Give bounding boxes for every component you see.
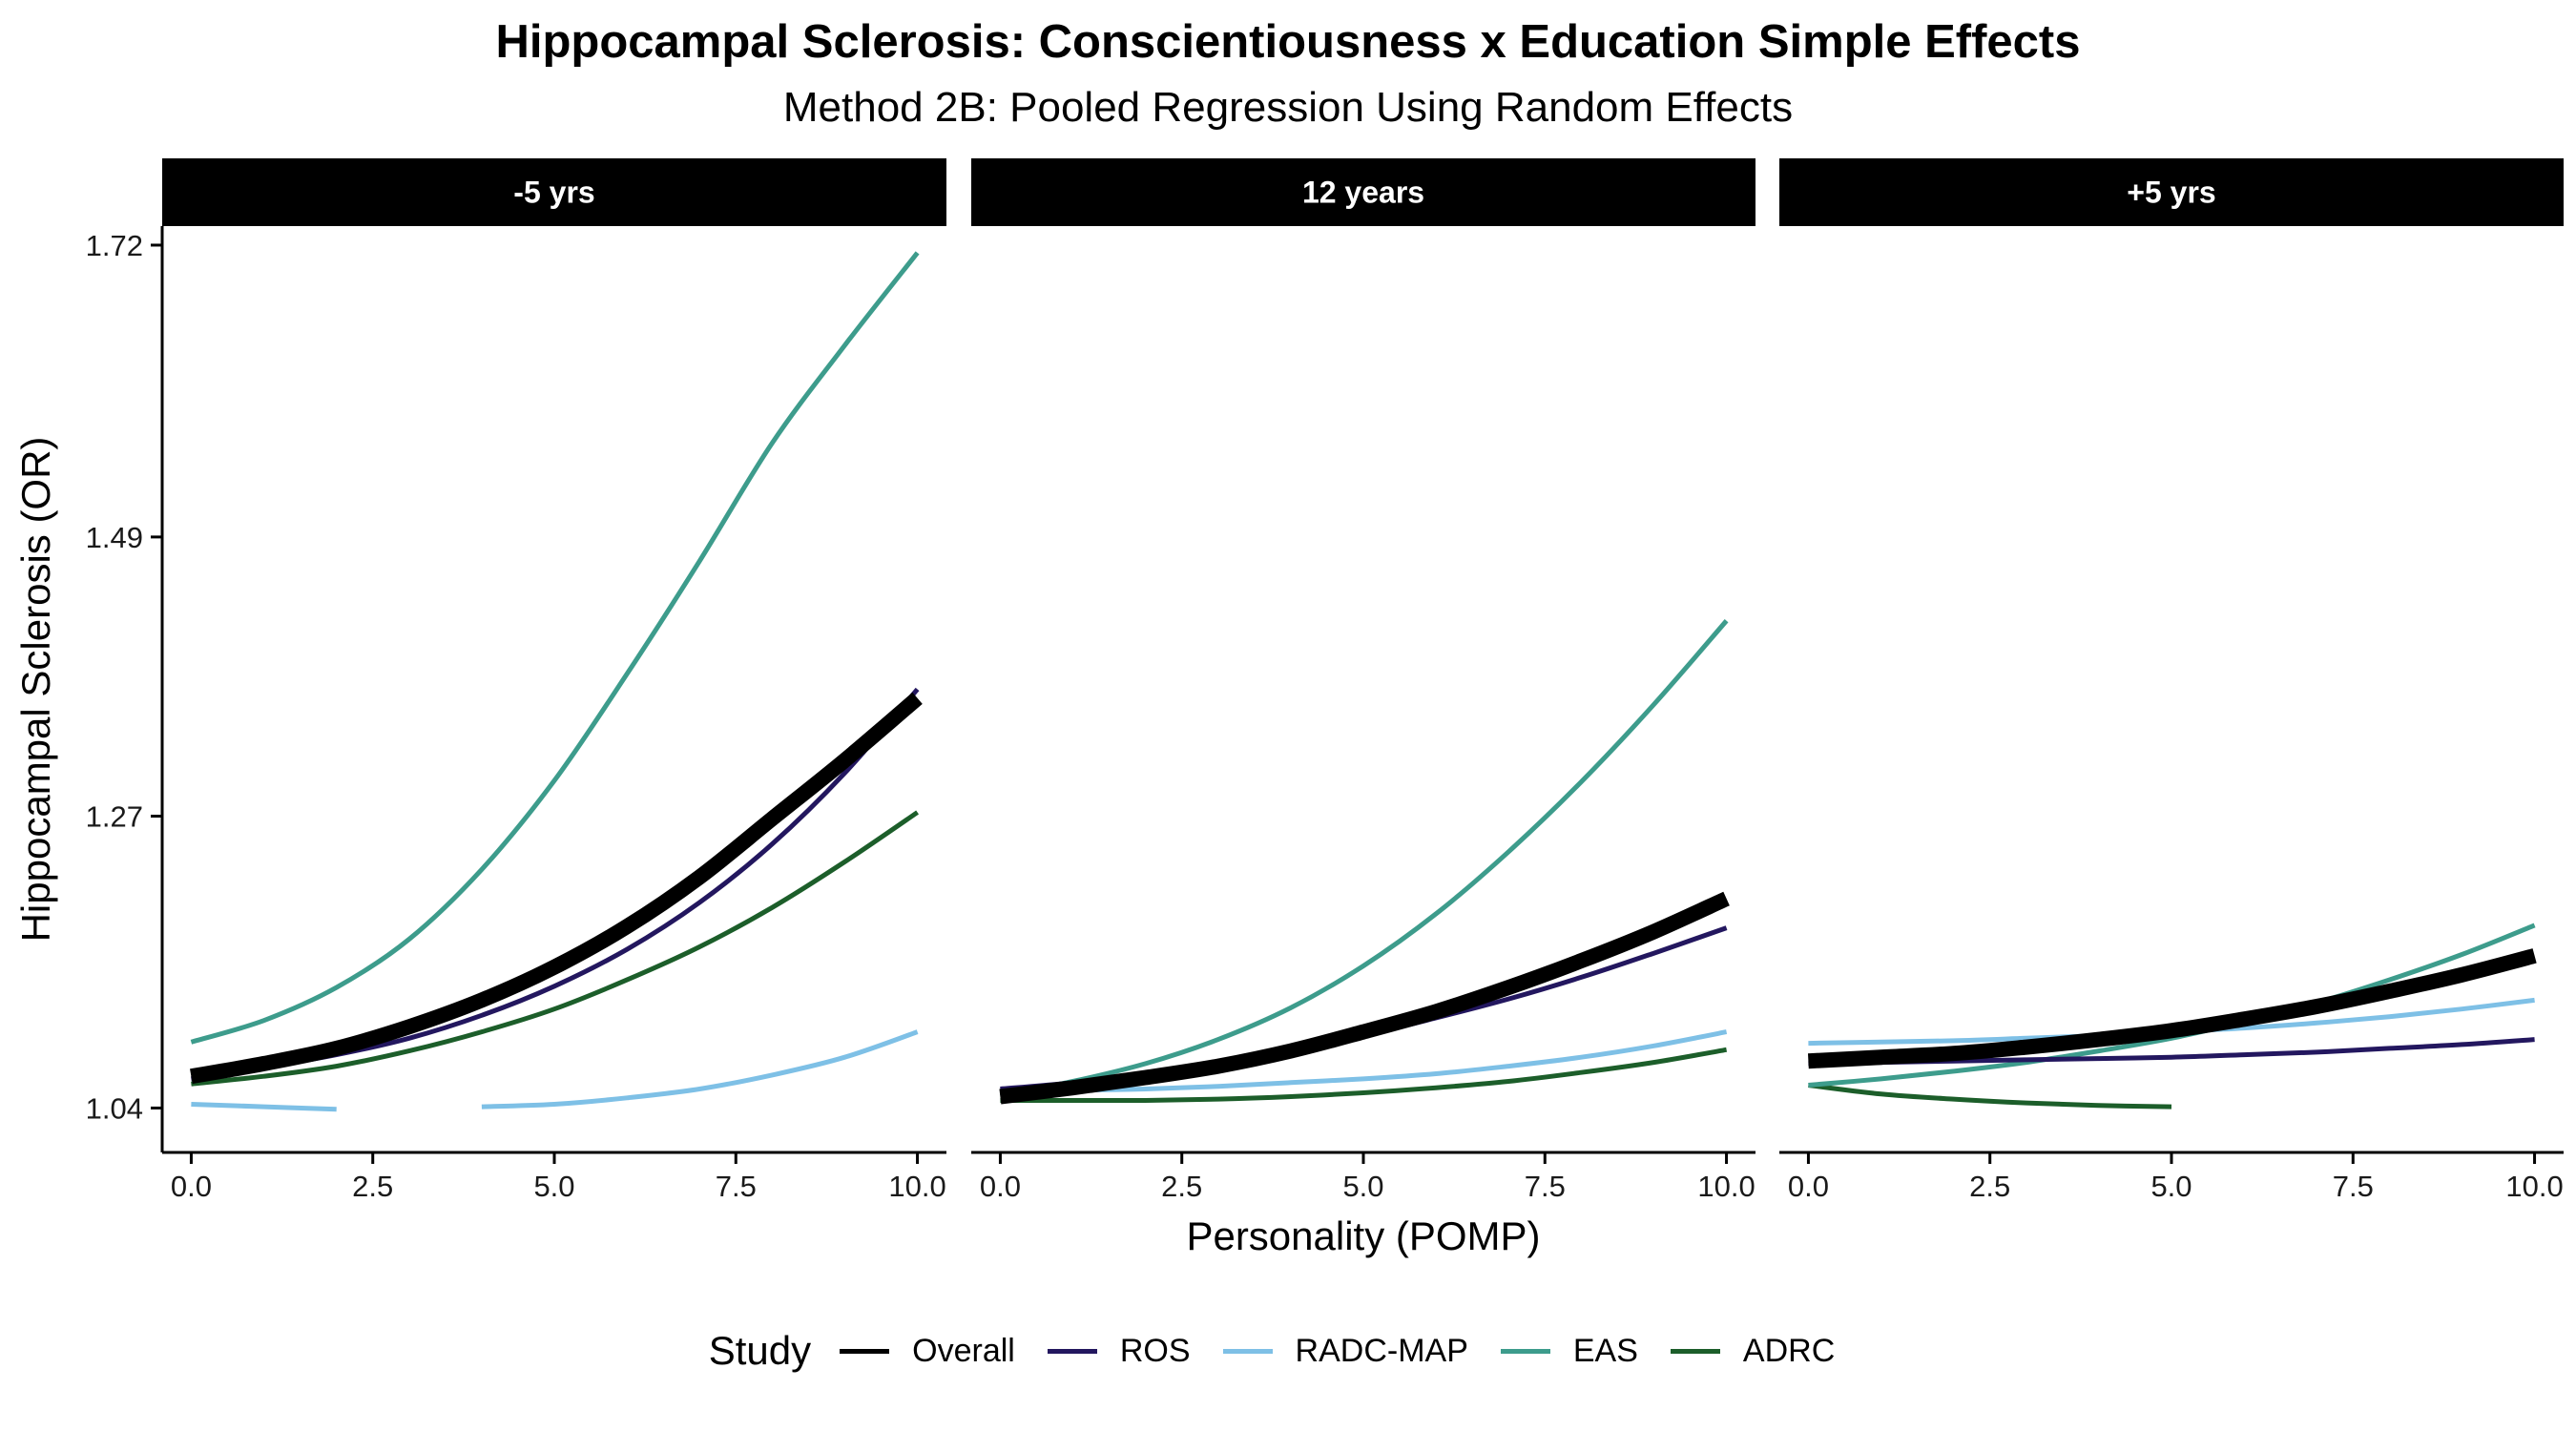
series-line-radc-map bbox=[191, 1102, 337, 1112]
legend-item-ros: ROS bbox=[1047, 1332, 1191, 1370]
x-tick-label: 5.0 bbox=[2150, 1170, 2192, 1203]
x-tick-label: 10.0 bbox=[1697, 1170, 1755, 1203]
legend: Study Overall ROS RADC-MAP EAS ADRC bbox=[0, 1328, 2576, 1374]
series-line-overall bbox=[999, 891, 1730, 1105]
y-tick-label: 1.72 bbox=[86, 229, 143, 262]
x-tick-label: 2.5 bbox=[352, 1170, 393, 1203]
x-tick-label: 5.0 bbox=[533, 1170, 574, 1203]
y-axis-title: Hippocampal Sclerosis (OR) bbox=[13, 437, 58, 943]
x-tick-label: 7.5 bbox=[716, 1170, 757, 1203]
legend-label-ros: ROS bbox=[1119, 1332, 1191, 1369]
x-tick-label: 2.5 bbox=[1161, 1170, 1202, 1203]
x-tick-label: 0.0 bbox=[1788, 1170, 1829, 1203]
series-line-eas bbox=[190, 251, 920, 1045]
facet-strip bbox=[1779, 158, 2564, 226]
chart-subtitle: Method 2B: Pooled Regression Using Rando… bbox=[782, 84, 1794, 131]
legend-swatch-radc-map bbox=[1222, 1348, 1273, 1354]
x-tick-label: 0.0 bbox=[171, 1170, 212, 1203]
facet-strip-label: +5 yrs bbox=[2127, 176, 2215, 210]
x-tick-label: 7.5 bbox=[2333, 1170, 2374, 1203]
chart-title: Hippocampal Sclerosis: Conscientiousness… bbox=[495, 16, 2081, 68]
series-line-adrc bbox=[1000, 1047, 1728, 1104]
series-line-radc-map bbox=[1000, 1029, 1728, 1094]
x-tick-label: 7.5 bbox=[1525, 1170, 1566, 1203]
x-tick-label: 0.0 bbox=[980, 1170, 1021, 1203]
legend-item-eas: EAS bbox=[1500, 1332, 1638, 1370]
series-line-overall bbox=[190, 692, 923, 1085]
legend-swatch-adrc bbox=[1670, 1348, 1720, 1354]
facet-strip-label: -5 yrs bbox=[513, 176, 594, 210]
series-line-adrc bbox=[191, 810, 920, 1087]
legend-label-overall: Overall bbox=[912, 1332, 1015, 1369]
series-line-adrc bbox=[1808, 1083, 2172, 1110]
facet-strip-label: 12 years bbox=[1302, 176, 1424, 210]
series-line-radc-map bbox=[481, 1029, 919, 1110]
x-tick-label: 5.0 bbox=[1342, 1170, 1383, 1203]
legend-label-adrc: ADRC bbox=[1742, 1332, 1836, 1369]
x-tick-label: 10.0 bbox=[888, 1170, 945, 1203]
x-tick-label: 10.0 bbox=[2505, 1170, 2563, 1203]
legend-item-adrc: ADRC bbox=[1670, 1332, 1836, 1370]
legend-swatch-ros bbox=[1047, 1348, 1097, 1354]
series-line-overall bbox=[1808, 948, 2537, 1069]
facet-strip bbox=[162, 158, 946, 226]
legend-title: Study bbox=[708, 1328, 812, 1373]
legend-swatch-overall bbox=[840, 1348, 890, 1354]
y-tick-label: 1.49 bbox=[86, 521, 143, 554]
x-axis-title: Personality (POMP) bbox=[1186, 1213, 1540, 1258]
x-tick-label: 2.5 bbox=[1969, 1170, 2010, 1203]
series-line-eas bbox=[999, 619, 1729, 1098]
y-tick-label: 1.04 bbox=[86, 1091, 143, 1125]
legend-label-eas: EAS bbox=[1572, 1332, 1638, 1369]
legend-item-radc-map: RADC-MAP bbox=[1222, 1332, 1468, 1370]
legend-item-overall: Overall bbox=[840, 1333, 1015, 1370]
facet-strip bbox=[971, 158, 1755, 226]
legend-swatch-eas bbox=[1500, 1348, 1550, 1354]
y-tick-label: 1.27 bbox=[86, 800, 143, 834]
legend-label-radc-map: RADC-MAP bbox=[1295, 1332, 1468, 1369]
